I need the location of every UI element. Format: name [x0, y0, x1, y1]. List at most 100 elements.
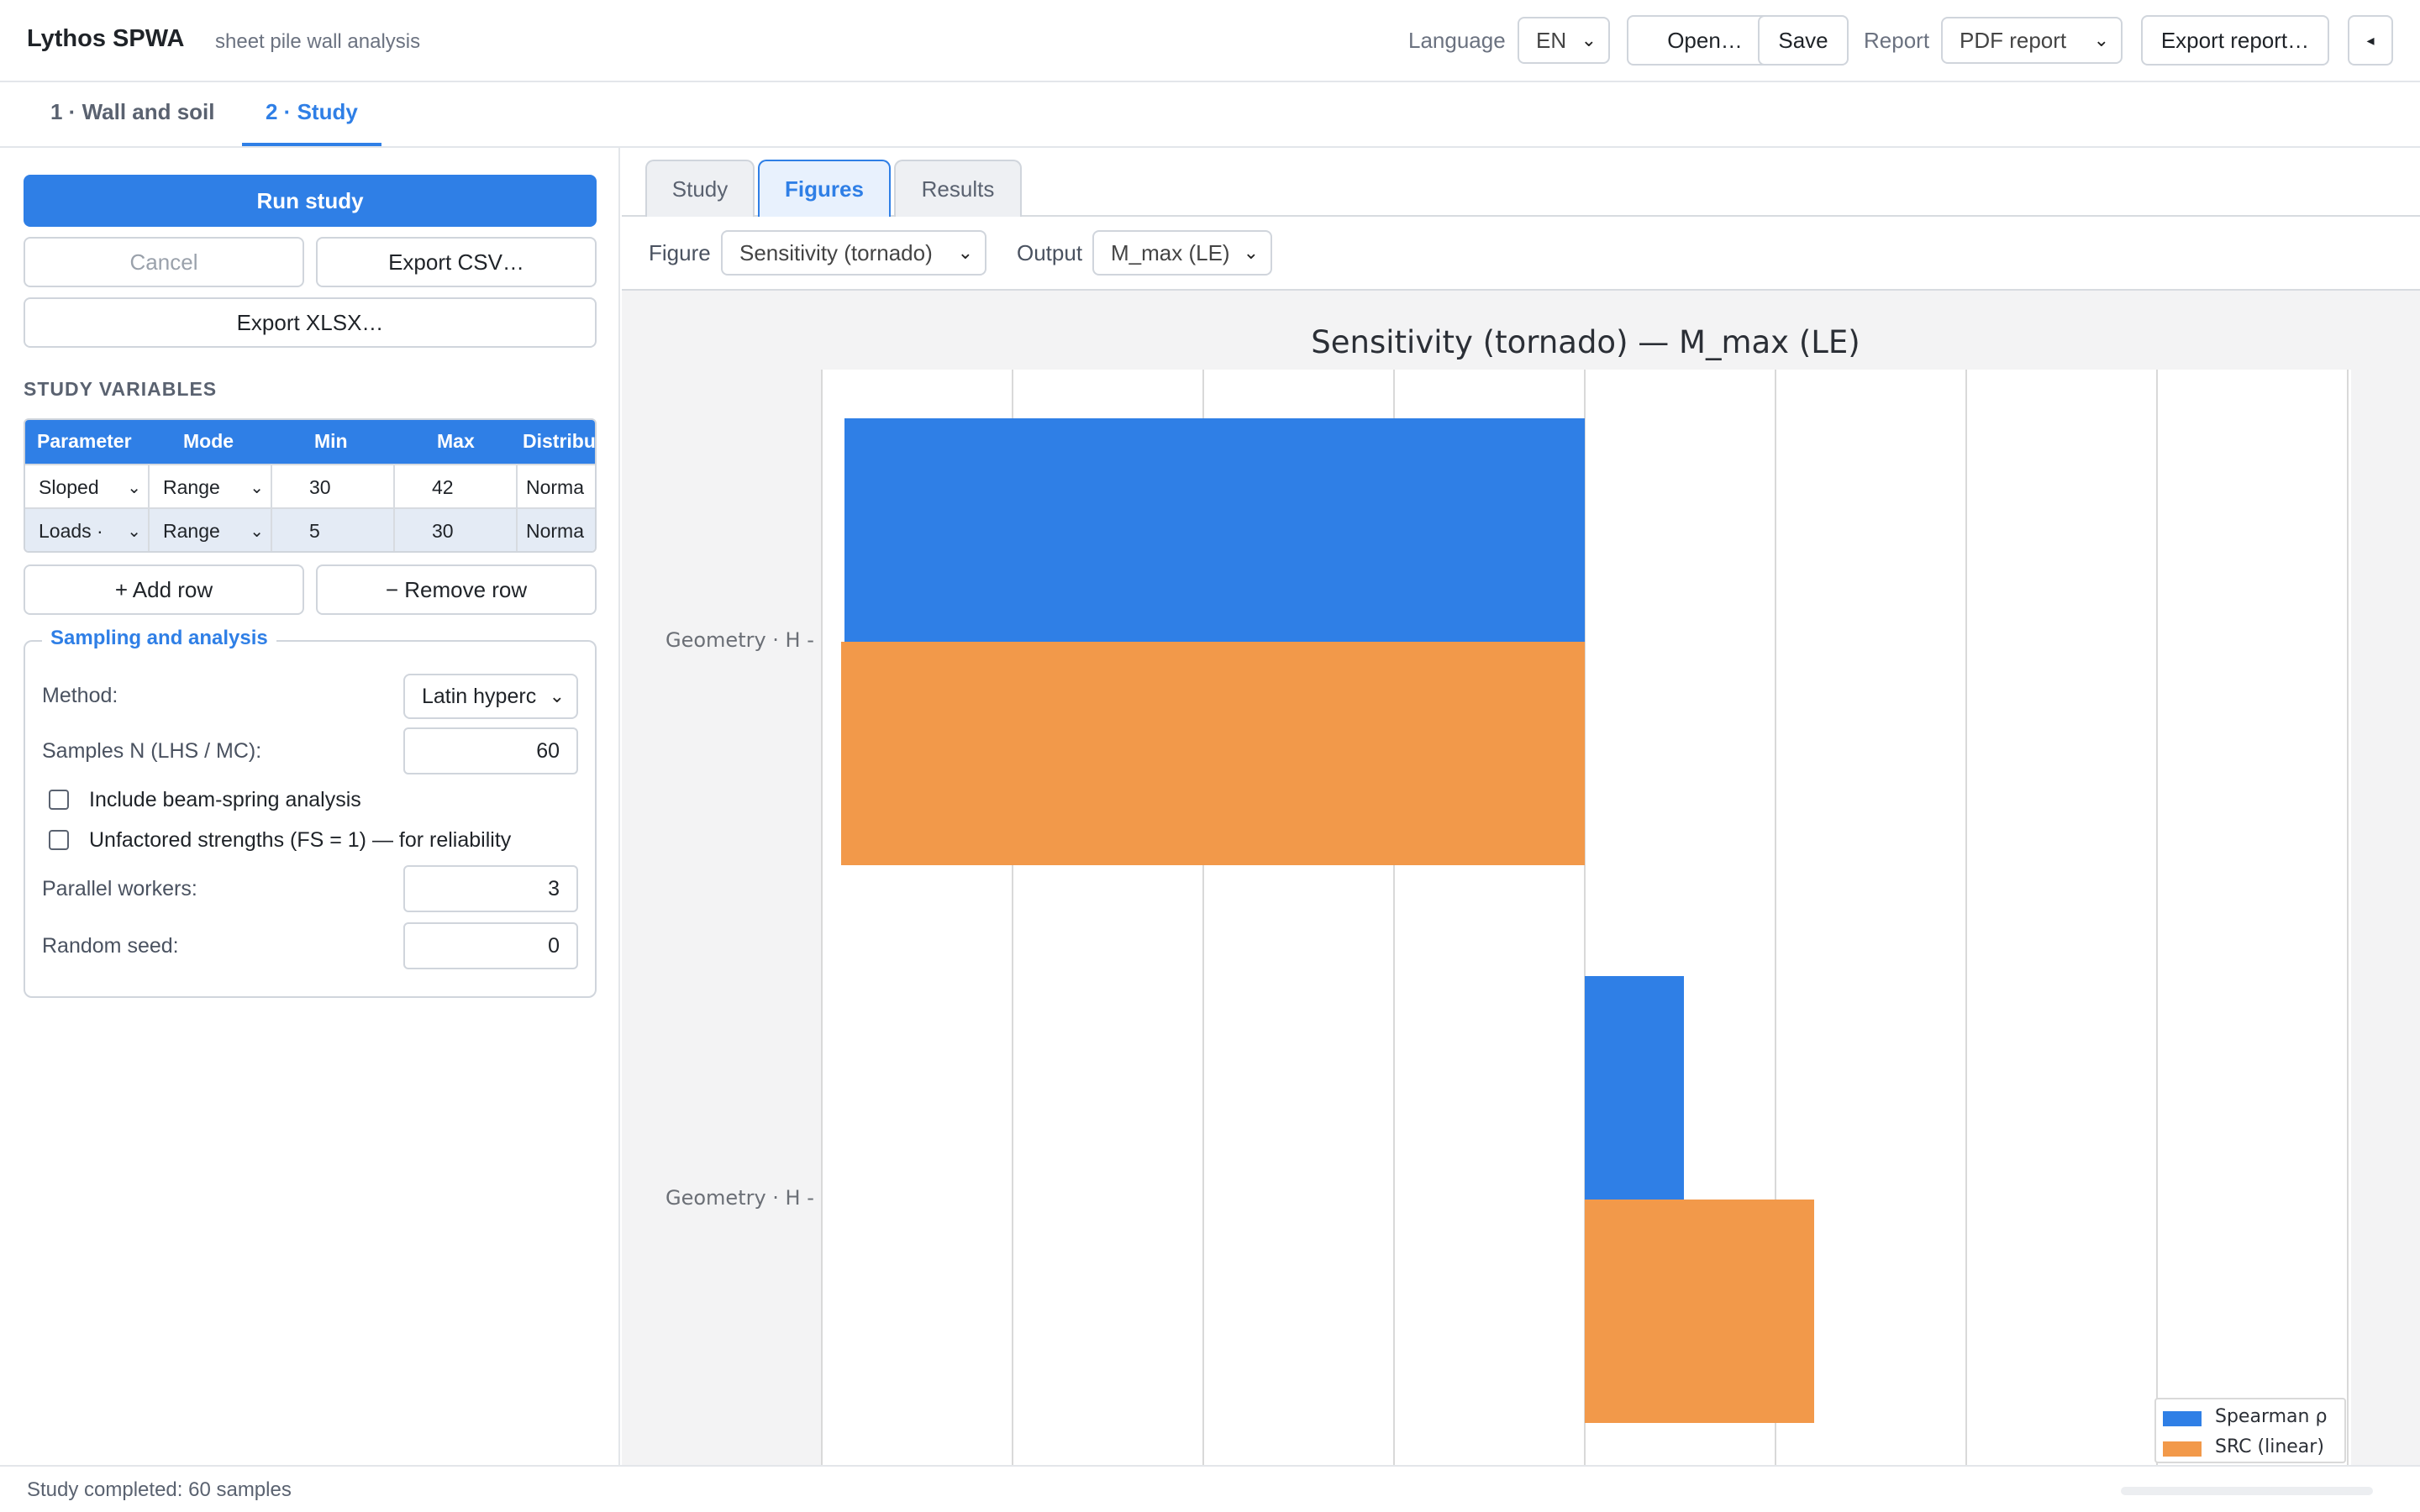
- gridline: [1393, 370, 1396, 1465]
- table-header: Parameter Mode Min Max Distribu: [25, 420, 596, 464]
- gridline: [1965, 370, 1968, 1465]
- main-tabs: 1 · Wall and soil 2 · Study: [0, 82, 2420, 148]
- bar-src-0: [840, 642, 1586, 865]
- seed-label: Random seed:: [42, 934, 179, 958]
- gridline: [1584, 370, 1586, 1465]
- min-cell[interactable]: 30: [272, 465, 395, 509]
- language-select[interactable]: EN ⌄: [1518, 17, 1610, 64]
- table-row: Loads · ⌄ Range ⌄ 5 30 Norma: [25, 507, 595, 551]
- figure-value: Sensitivity (tornado): [739, 239, 933, 265]
- report-select[interactable]: PDF report ⌄: [1941, 17, 2123, 64]
- chart-legend: Spearman ρ SRC (linear): [2154, 1398, 2346, 1463]
- beam-spring-checkbox[interactable]: [49, 790, 69, 810]
- gridline: [2347, 370, 2349, 1465]
- caret-left-icon: ◂: [2366, 31, 2375, 49]
- parameter-value: Sloped: [39, 475, 99, 498]
- workers-input[interactable]: 3: [403, 865, 578, 912]
- sampling-title: Sampling and analysis: [42, 627, 276, 650]
- bar-spearman-0: [844, 418, 1586, 642]
- app-title: Lythos SPWA: [27, 25, 185, 52]
- parameter-select[interactable]: Loads · ⌄: [25, 509, 150, 551]
- figure-subtabs: [622, 148, 2420, 217]
- cancel-button[interactable]: Cancel: [24, 237, 304, 287]
- beam-spring-label: Include beam-spring analysis: [89, 788, 361, 811]
- gridline: [1012, 370, 1014, 1465]
- remove-row-button[interactable]: − Remove row: [316, 564, 597, 615]
- chevron-down-icon: ⌄: [250, 479, 264, 497]
- column-header-parameter[interactable]: Parameter: [37, 430, 132, 452]
- method-label: Method:: [42, 684, 118, 707]
- output-label: Output: [1017, 240, 1083, 265]
- bar-src-1: [1585, 1200, 1814, 1423]
- report-value: PDF report: [1960, 27, 2067, 53]
- samples-input[interactable]: 60: [403, 727, 578, 774]
- study-variables-heading: STUDY VARIABLES: [24, 378, 218, 400]
- app-header: Lythos SPWA sheet pile wall analysis Lan…: [0, 0, 2420, 82]
- open-button[interactable]: Open…: [1627, 15, 1783, 66]
- export-csv-button[interactable]: Export CSV…: [316, 237, 597, 287]
- mode-select[interactable]: Range ⌄: [150, 509, 272, 551]
- figure-select[interactable]: Sensitivity (tornado) ⌄: [721, 230, 986, 276]
- chevron-down-icon: ⌄: [1581, 29, 1597, 50]
- parameter-select[interactable]: Sloped ⌄: [25, 465, 150, 509]
- legend-swatch-src: [2163, 1441, 2202, 1457]
- column-header-max[interactable]: Max: [437, 430, 475, 452]
- subtab-study[interactable]: Study: [645, 160, 755, 217]
- language-label: Language: [1408, 28, 1506, 53]
- output-select[interactable]: M_max (LE) ⌄: [1092, 230, 1272, 276]
- distribution-cell[interactable]: Norma: [526, 519, 585, 542]
- column-header-mode[interactable]: Mode: [183, 430, 234, 452]
- language-value: EN: [1536, 27, 1567, 53]
- min-cell[interactable]: 5: [272, 509, 395, 551]
- figure-label: Figure: [649, 240, 711, 265]
- report-label: Report: [1864, 28, 1930, 53]
- mode-select[interactable]: Range ⌄: [150, 465, 272, 509]
- max-cell[interactable]: 30: [395, 509, 518, 551]
- chevron-down-icon: ⌄: [127, 522, 141, 541]
- unfactored-checkbox[interactable]: [49, 830, 69, 850]
- export-xlsx-button[interactable]: Export XLSX…: [24, 297, 597, 348]
- legend-label-spearman: Spearman ρ: [2215, 1406, 2328, 1427]
- chevron-down-icon: ⌄: [127, 479, 141, 497]
- max-cell[interactable]: 42: [395, 465, 518, 509]
- table-row: Sloped ⌄ Range ⌄ 30 42 Norma: [25, 464, 595, 509]
- chevron-down-icon: ⌄: [2093, 29, 2109, 50]
- status-bar: Study completed: 60 samples: [0, 1465, 2420, 1512]
- gridline: [2156, 370, 2159, 1465]
- column-header-distribution[interactable]: Distribu: [523, 430, 596, 452]
- mode-value: Range: [163, 475, 220, 498]
- method-select[interactable]: Latin hyperc ⌄: [403, 674, 578, 719]
- mode-value: Range: [163, 519, 220, 542]
- column-header-min[interactable]: Min: [314, 430, 348, 452]
- bar-spearman-1: [1585, 976, 1685, 1200]
- distribution-cell[interactable]: Norma: [526, 475, 585, 498]
- figure-toolbar: Figure Sensitivity (tornado) ⌄ Output M_…: [622, 217, 2420, 291]
- collapse-button[interactable]: ◂: [2348, 15, 2393, 66]
- tab-study[interactable]: 2 · Study: [266, 99, 358, 124]
- chevron-down-icon: ⌄: [545, 685, 565, 707]
- gridline: [821, 370, 823, 1465]
- output-value: M_max (LE): [1111, 239, 1230, 265]
- chevron-down-icon: ⌄: [957, 242, 973, 263]
- study-left-panel: [0, 148, 620, 1465]
- parameter-value: Loads ·: [39, 519, 103, 542]
- seed-input[interactable]: 0: [403, 922, 578, 969]
- horizontal-scrollbar[interactable]: [2121, 1487, 2373, 1495]
- subtab-results[interactable]: Results: [894, 160, 1022, 217]
- tab-wall-and-soil[interactable]: 1 · Wall and soil: [50, 99, 215, 124]
- y-tick-label: Geometry · H -: [666, 1186, 814, 1210]
- export-report-button[interactable]: Export report…: [2141, 15, 2329, 66]
- save-button[interactable]: Save: [1758, 15, 1849, 66]
- tornado-chart: Sensitivity (tornado) — M_max (LE) Geome…: [622, 291, 2420, 1465]
- run-study-button[interactable]: Run study: [24, 175, 597, 227]
- unfactored-label: Unfactored strengths (FS = 1) — for reli…: [89, 828, 512, 852]
- chevron-down-icon: ⌄: [1243, 242, 1259, 263]
- legend-label-src: SRC (linear): [2215, 1436, 2324, 1457]
- add-row-button[interactable]: + Add row: [24, 564, 304, 615]
- study-variables-table: Parameter Mode Min Max Distribu Sloped ⌄…: [24, 418, 597, 553]
- sampling-fieldset: [24, 640, 597, 998]
- chart-title: Sensitivity (tornado) — M_max (LE): [1311, 324, 1860, 360]
- legend-swatch-spearman: [2163, 1411, 2202, 1426]
- chevron-down-icon: ⌄: [250, 522, 264, 541]
- subtab-figures[interactable]: Figures: [758, 160, 891, 217]
